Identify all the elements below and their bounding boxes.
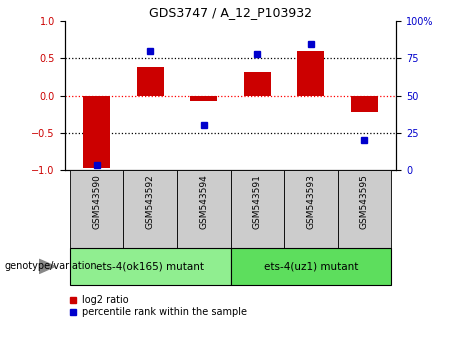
Legend: log2 ratio, percentile rank within the sample: log2 ratio, percentile rank within the s…: [70, 295, 247, 317]
Bar: [137, 67, 164, 96]
Bar: [297, 51, 324, 96]
Text: ets-4(ok165) mutant: ets-4(ok165) mutant: [96, 261, 204, 272]
Bar: [177, 170, 230, 248]
Text: genotype/variation: genotype/variation: [5, 261, 97, 272]
Title: GDS3747 / A_12_P103932: GDS3747 / A_12_P103932: [149, 6, 312, 19]
Text: GSM543592: GSM543592: [146, 174, 155, 229]
Text: GSM543590: GSM543590: [92, 174, 101, 229]
Bar: [337, 170, 391, 248]
Bar: [244, 72, 271, 96]
Bar: [284, 170, 337, 248]
Bar: [230, 248, 391, 285]
Bar: [124, 170, 177, 248]
Text: GSM543595: GSM543595: [360, 174, 369, 229]
Text: GSM543594: GSM543594: [199, 174, 208, 229]
Bar: [70, 248, 230, 285]
Text: GSM543593: GSM543593: [306, 174, 315, 229]
Bar: [351, 96, 378, 112]
Text: GSM543591: GSM543591: [253, 174, 262, 229]
Text: ets-4(uz1) mutant: ets-4(uz1) mutant: [264, 261, 358, 272]
Bar: [83, 96, 110, 168]
Bar: [190, 96, 217, 101]
Polygon shape: [39, 259, 55, 273]
Bar: [230, 170, 284, 248]
Bar: [70, 170, 124, 248]
